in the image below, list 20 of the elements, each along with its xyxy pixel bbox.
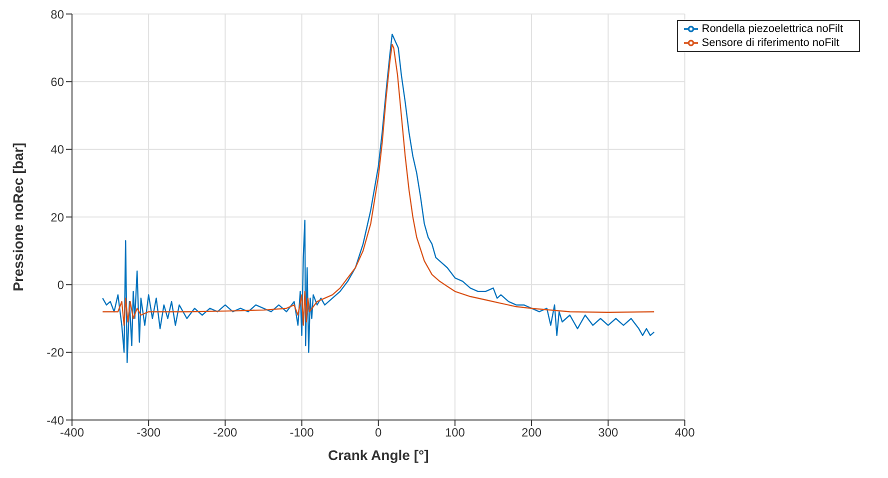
x-tick-label: -400 (60, 426, 84, 440)
x-tick-label: -300 (136, 426, 161, 440)
legend-label: Rondella piezoelettrica noFilt (702, 23, 843, 35)
y-axis-title: Pressione noRec [bar] (10, 142, 26, 292)
y-tick-label: 0 (57, 278, 64, 292)
y-tick-label: 60 (50, 74, 64, 89)
x-tick-label: 200 (522, 426, 542, 440)
y-tick-label: 20 (50, 210, 64, 224)
x-axis-title: Crank Angle [°] (328, 447, 429, 463)
y-tick-label: 80 (50, 7, 64, 22)
x-tick-label: -100 (290, 426, 314, 440)
x-tick-label: -200 (213, 426, 238, 440)
x-tick-label: 300 (598, 426, 618, 440)
y-tick-label: -40 (46, 413, 64, 428)
x-tick-label: 100 (444, 426, 466, 440)
y-tick-label: 40 (50, 142, 64, 157)
legend-label: Sensore di riferimento noFilt (702, 37, 840, 50)
x-tick-label: 400 (674, 426, 696, 440)
x-tick-label: 0 (375, 426, 382, 440)
y-tick-label: -20 (46, 346, 64, 360)
